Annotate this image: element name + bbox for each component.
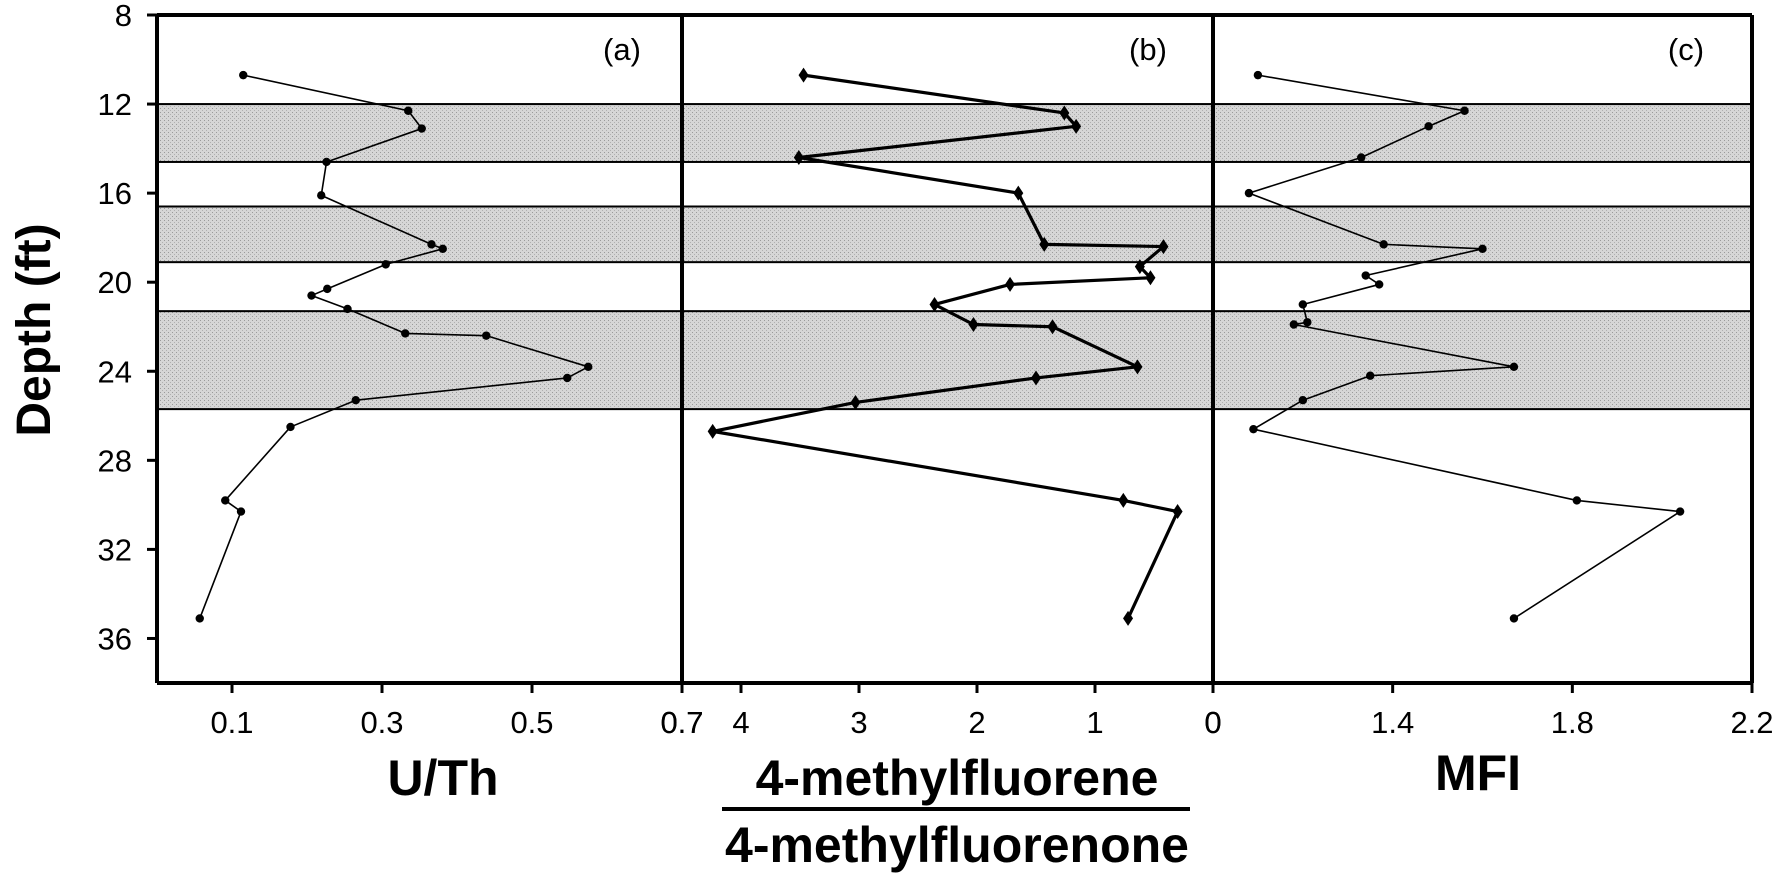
data-point-a	[317, 191, 326, 200]
data-point-a	[584, 362, 593, 372]
data-point-c	[1675, 507, 1685, 516]
data-point-c	[1509, 362, 1519, 372]
data-point-b	[707, 423, 718, 439]
y-tick-label: 12	[98, 87, 132, 122]
data-point-c	[1379, 240, 1388, 249]
data-point-c	[1298, 300, 1308, 309]
data-point-c	[1357, 153, 1366, 162]
data-point-b	[968, 317, 979, 333]
data-point-b	[1145, 270, 1156, 286]
data-point-a	[239, 70, 248, 80]
data-point-b	[1158, 239, 1169, 255]
x-axis-title-a: U/Th	[387, 750, 498, 806]
data-point-a	[286, 422, 295, 432]
panel-b-tag: (b)	[1129, 32, 1167, 67]
y-tick-label: 20	[98, 265, 132, 300]
x-tick-label-b: 1	[1086, 705, 1103, 740]
data-point-b	[1071, 118, 1082, 134]
data-point-a	[195, 614, 204, 623]
x-tick-label-b: 2	[968, 705, 985, 740]
series-line-a	[199, 74, 590, 619]
series-line-b	[711, 73, 1180, 620]
data-point-c	[1253, 70, 1263, 80]
y-tick-label: 24	[98, 354, 132, 389]
x-tick-label-b: 3	[850, 705, 867, 740]
data-point-b	[850, 394, 861, 410]
x-tick-label-b: 0.7	[660, 705, 703, 740]
x-tick-label-a: 0.1	[210, 705, 253, 740]
data-point-c	[1244, 188, 1254, 198]
panel-frames	[155, 13, 1754, 685]
data-point-c	[1361, 271, 1370, 280]
x-axis-title-b-denominator: 4-methylfluorenone	[725, 817, 1189, 873]
data-point-b	[1005, 276, 1016, 292]
x-tick-label-c: 1.4	[1371, 705, 1414, 740]
data-point-b	[1013, 185, 1024, 201]
data-point-b	[1123, 610, 1134, 626]
shaded-band-3	[156, 310, 1753, 411]
data-point-c	[1249, 424, 1258, 434]
data-point-c	[1424, 122, 1433, 131]
data-point-a	[322, 157, 331, 167]
data-point-c	[1298, 396, 1308, 405]
shaded-band-1	[156, 103, 1753, 163]
data-point-c	[1374, 280, 1384, 289]
data-point-b	[1134, 259, 1145, 275]
y-tick-label: 36	[98, 621, 132, 656]
data-point-a	[427, 240, 436, 249]
y-tick-label: 8	[115, 0, 132, 33]
panel-c-tag: (c)	[1668, 32, 1704, 67]
x-axis-title-b-numerator: 4-methylfluorene	[756, 750, 1159, 806]
data-point-b	[1118, 492, 1129, 508]
x-tick-label-b: 0	[1204, 705, 1221, 740]
data-point-a	[307, 291, 316, 300]
data-point-b	[929, 296, 940, 312]
data-point-b	[1172, 504, 1183, 520]
y-axis-title: Depth (ft)	[8, 223, 61, 436]
data-point-c	[1303, 318, 1312, 327]
data-point-a	[343, 304, 352, 314]
data-point-b	[1031, 370, 1041, 386]
shaded-band-2	[156, 205, 1753, 264]
data-point-c	[1289, 320, 1299, 329]
y-tick-label: 16	[98, 176, 132, 211]
data-point-a	[381, 260, 390, 269]
data-point-b	[798, 67, 809, 83]
data-point-c	[1366, 371, 1375, 380]
series-layer	[195, 67, 1685, 626]
data-point-c	[1572, 496, 1582, 505]
y-tick-label: 28	[98, 443, 132, 478]
x-tick-label-a: 0.7	[660, 705, 703, 740]
data-point-b	[793, 150, 804, 166]
data-point-a	[351, 396, 360, 405]
x-tick-label-b: 4	[732, 705, 749, 740]
x-tick-label-a: 0.3	[360, 705, 403, 740]
y-tick-label: 32	[98, 532, 132, 567]
data-point-a	[221, 496, 230, 505]
data-point-c	[1478, 244, 1487, 253]
data-point-c	[1460, 106, 1469, 115]
data-point-a	[401, 329, 410, 338]
x-tick-label-c: 2.2	[1730, 705, 1773, 740]
data-point-a	[404, 106, 413, 115]
data-point-a	[438, 244, 447, 253]
data-point-b	[1039, 236, 1050, 252]
panel-a-tag: (a)	[603, 32, 641, 67]
data-point-a	[563, 373, 572, 383]
x-axis-title-c: MFI	[1435, 745, 1521, 801]
data-point-b	[1047, 319, 1058, 335]
data-point-b	[1059, 105, 1070, 121]
data-point-a	[236, 507, 246, 516]
data-point-c	[1509, 614, 1519, 623]
x-tick-label-c: 0	[1204, 705, 1221, 740]
shaded-intervals	[156, 103, 1753, 411]
data-point-a	[482, 331, 491, 340]
data-point-a	[323, 284, 332, 294]
data-point-a	[417, 124, 426, 133]
x-tick-label-a: 0.5	[510, 705, 553, 740]
data-point-b	[1132, 359, 1143, 375]
x-tick-label-c: 1.8	[1551, 705, 1594, 740]
